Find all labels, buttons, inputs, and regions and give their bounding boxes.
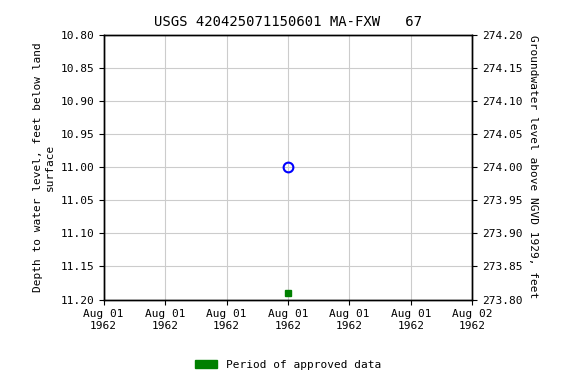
Legend: Period of approved data: Period of approved data	[191, 356, 385, 375]
Title: USGS 420425071150601 MA-FXW   67: USGS 420425071150601 MA-FXW 67	[154, 15, 422, 29]
Y-axis label: Groundwater level above NGVD 1929, feet: Groundwater level above NGVD 1929, feet	[528, 35, 538, 299]
Y-axis label: Depth to water level, feet below land
surface: Depth to water level, feet below land su…	[33, 42, 55, 292]
